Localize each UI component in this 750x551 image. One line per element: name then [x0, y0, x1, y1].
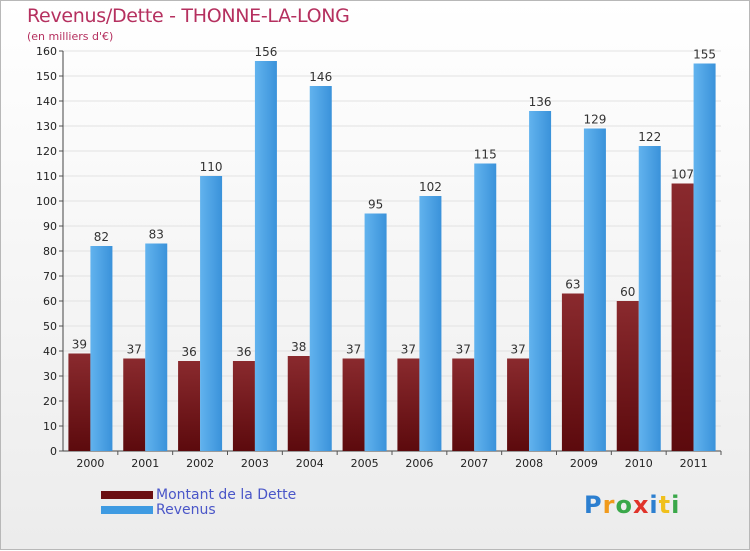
- data-label-revenue: 146: [309, 70, 332, 84]
- x-tick-label: 2011: [680, 457, 708, 470]
- y-tick-label: 40: [43, 345, 57, 358]
- logo-letter: x: [632, 491, 650, 519]
- bar-revenue: [474, 163, 497, 451]
- bar-debt: [671, 183, 694, 451]
- data-labels: 39 82 37 83 36 110 36 156 38 146 37 95 37 102 37 115 37 1…: [72, 45, 716, 359]
- data-label-revenue: 155: [693, 48, 716, 62]
- data-label-debt: 37: [127, 343, 142, 357]
- x-tick-label: 2005: [351, 457, 379, 470]
- y-tick-label: 50: [43, 320, 57, 333]
- y-tick-label: 140: [36, 95, 57, 108]
- y-tick-label: 80: [43, 245, 57, 258]
- data-label-revenue: 82: [94, 230, 109, 244]
- data-label-revenue: 136: [529, 95, 552, 109]
- data-label-debt: 37: [456, 343, 471, 357]
- y-tick-label: 10: [43, 420, 57, 433]
- tick-labels: 0 10 20 30 40 50 60 70 80 90 100 110 120 130 140 150 160…: [36, 45, 708, 470]
- y-tick-label: 120: [36, 145, 57, 158]
- data-label-debt: 37: [346, 343, 361, 357]
- legend-label-revenue: Revenus: [156, 502, 216, 518]
- data-label-debt: 60: [620, 285, 635, 299]
- x-tick-label: 2003: [241, 457, 269, 470]
- x-tick-label: 2010: [625, 457, 653, 470]
- bar-revenue: [638, 146, 661, 451]
- bar-revenue: [145, 243, 168, 451]
- logo-letter: o: [615, 491, 633, 519]
- legend-swatch-debt: [101, 491, 153, 499]
- data-label-revenue: 110: [200, 160, 223, 174]
- x-tick-label: 2001: [131, 457, 159, 470]
- data-label-revenue: 156: [254, 45, 277, 59]
- y-tick-label: 150: [36, 70, 57, 83]
- bar-debt: [287, 356, 310, 451]
- y-tick-label: 90: [43, 220, 57, 233]
- logo-letter: i: [671, 491, 681, 519]
- data-label-debt: 36: [236, 345, 251, 359]
- logo-letter: t: [658, 491, 672, 519]
- bar-revenue: [693, 63, 716, 451]
- legend-swatch-revenue: [101, 506, 153, 514]
- data-label-revenue: 95: [368, 198, 383, 212]
- bar-debt: [123, 358, 146, 451]
- y-tick-label: 100: [36, 195, 57, 208]
- y-tick-label: 60: [43, 295, 57, 308]
- y-tick-label: 30: [43, 370, 57, 383]
- data-label-debt: 36: [181, 345, 196, 359]
- bar-revenue: [200, 176, 223, 451]
- y-tick-label: 160: [36, 45, 57, 58]
- bar-debt: [68, 353, 91, 451]
- bar-debt: [561, 293, 584, 451]
- x-tick-label: 2009: [570, 457, 598, 470]
- x-tick-label: 2006: [405, 457, 433, 470]
- legend-label-debt: Montant de la Dette: [156, 487, 297, 503]
- data-label-revenue: 102: [419, 180, 442, 194]
- bar-debt: [178, 361, 201, 451]
- bar-debt: [232, 361, 255, 451]
- x-tick-label: 2007: [460, 457, 488, 470]
- y-tick-label: 110: [36, 170, 57, 183]
- logo-letter: P: [584, 491, 603, 519]
- grid-lines: [59, 50, 721, 452]
- proxiti-logo: Proxiti: [584, 491, 680, 519]
- data-label-debt: 63: [565, 278, 580, 292]
- data-label-revenue: 115: [474, 148, 497, 162]
- x-tick-label: 2002: [186, 457, 214, 470]
- data-label-debt: 38: [291, 340, 306, 354]
- bar-revenue: [583, 128, 606, 451]
- y-tick-label: 20: [43, 395, 57, 408]
- x-tick-label: 2000: [76, 457, 104, 470]
- data-label-revenue: 129: [583, 113, 606, 127]
- chart-subtitle: (en milliers d'€): [27, 30, 114, 43]
- bar-revenue: [254, 61, 277, 451]
- chart-title: Revenus/Dette - THONNE-LA-LONG: [27, 5, 350, 27]
- y-tick-label: 70: [43, 270, 57, 283]
- bar-revenue: [364, 213, 387, 451]
- logo-letter: r: [602, 491, 616, 519]
- bar-revenue: [529, 111, 552, 451]
- data-label-debt: 39: [72, 338, 87, 352]
- bar-debt: [507, 358, 530, 451]
- data-label-debt: 37: [401, 343, 416, 357]
- bar-revenue: [90, 246, 113, 451]
- bar-debt: [342, 358, 365, 451]
- logo-letter: i: [649, 491, 659, 519]
- data-label-debt: 37: [510, 343, 525, 357]
- bars: [68, 61, 716, 451]
- bar-debt: [616, 301, 639, 451]
- x-tick-label: 2004: [296, 457, 324, 470]
- y-tick-label: 0: [50, 445, 57, 458]
- x-tick-label: 2008: [515, 457, 543, 470]
- y-tick-label: 130: [36, 120, 57, 133]
- bar-revenue: [309, 86, 332, 451]
- data-label-revenue: 122: [638, 130, 661, 144]
- data-label-revenue: 83: [149, 228, 164, 242]
- axes: [62, 51, 722, 455]
- bar-debt: [452, 358, 475, 451]
- bar-revenue: [419, 196, 442, 451]
- data-label-debt: 107: [671, 168, 694, 182]
- bar-debt: [397, 358, 420, 451]
